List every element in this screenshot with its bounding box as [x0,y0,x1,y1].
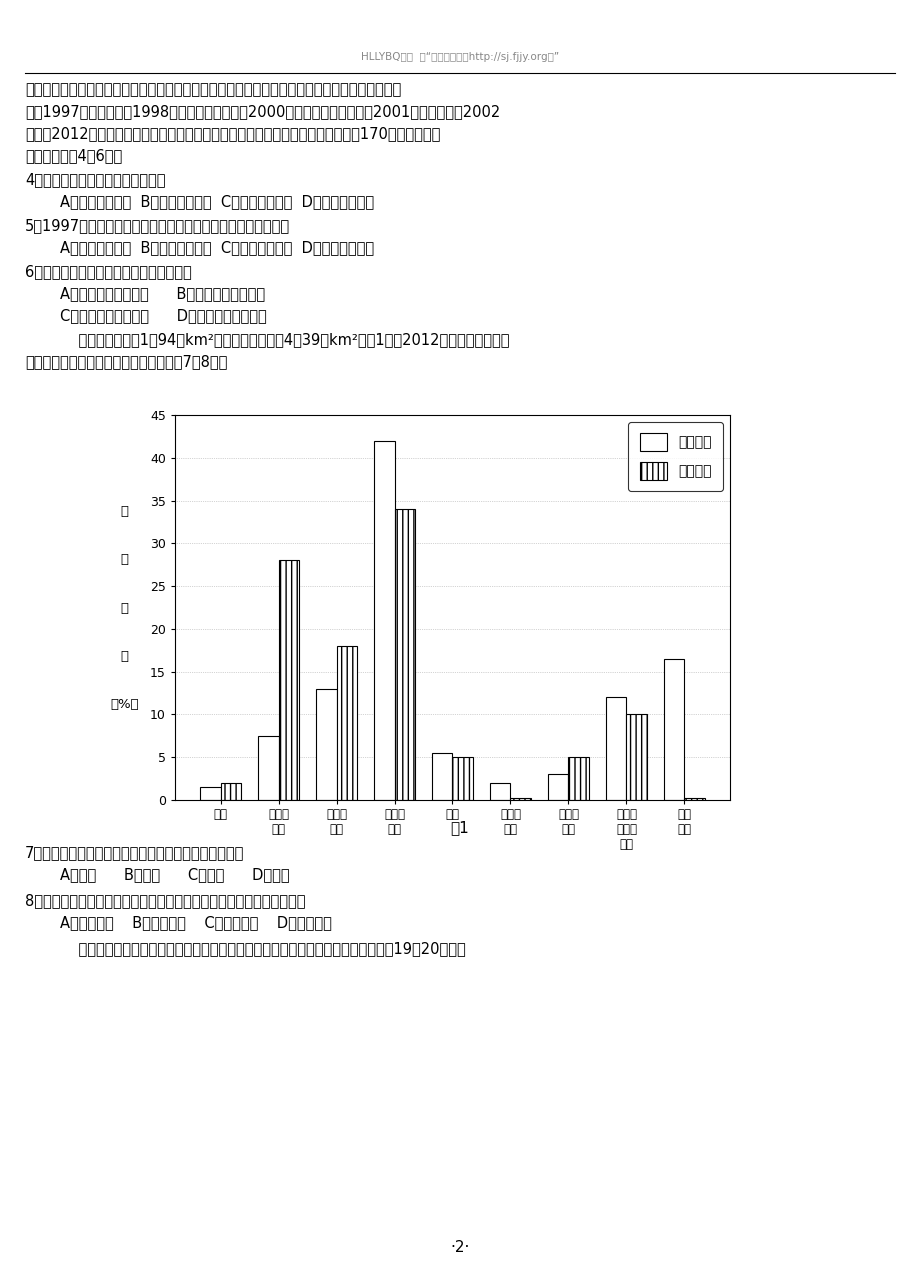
Bar [432,753,452,800]
Bar [684,799,704,800]
Bar [606,697,626,800]
Text: HLLYBQ整理  供“高中试卷网（http://sj.fjjy.org）”: HLLYBQ整理 供“高中试卷网（http://sj.fjjy.org）” [360,52,559,62]
Bar [278,561,299,800]
Text: 5．1997年，华为对外投资时不优先选择美国的原因主要是美国: 5．1997年，华为对外投资时不优先选择美国的原因主要是美国 [25,218,289,233]
Bar [452,757,472,800]
Text: 重: 重 [120,650,129,662]
Text: C．增加当地就业机会      D．降低环境人口容量: C．增加当地就业机会 D．降低环境人口容量 [60,308,267,324]
Text: A．纬度较高    B．降水较少    C．坡度较大    D．海拔较低: A．纬度较高 B．降水较少 C．坡度较大 D．海拔较低 [60,915,332,930]
Bar [374,441,394,800]
Bar [626,715,646,800]
Bar [336,646,357,800]
Text: 积: 积 [120,553,129,566]
Text: 6．华为在非洲建立子公司对当地的影响有: 6．华为在非洲建立子公司对当地的影响有 [25,264,191,279]
Text: 7．长江源区与黄河源区面积相差最大的土地覆被类型是: 7．长江源区与黄河源区面积相差最大的土地覆被类型是 [25,845,244,860]
Text: A．加剧资源供求矛盾      B．制约本土企业发展: A．加剧资源供求矛盾 B．制约本土企业发展 [60,285,265,301]
Text: 年）。2012年初，华为成为全球最大的电信设备制造商；目前其产品与服务已覆盖170多个国家和地: 年）。2012年初，华为成为全球最大的电信设备制造商；目前其产品与服务已覆盖17… [25,126,440,141]
Text: A．优惠政策较少  B．技术水平较高  C．远离原料产地  D．电信设施完善: A．优惠政策较少 B．技术水平较高 C．远离原料产地 D．电信设施完善 [60,240,374,255]
Text: 4．华为确立对外投资战略的目的是: 4．华为确立对外投资战略的目的是 [25,172,165,187]
Bar [316,689,336,800]
Text: 西（1997年）、印度（1998年）、中东和非洲（2000年）、东南亚和欧洲（2001年）、美国（2002: 西（1997年）、印度（1998年）、中东和非洲（2000年）、东南亚和欧洲（2… [25,104,500,118]
Text: （%）: （%） [110,698,139,711]
Bar [510,799,530,800]
Text: ·2·: ·2· [449,1240,470,1255]
Text: 棕地是指废弃或半废弃的前工业和商业用地与设施。德国东北部的卢萨蒂亚地区，19～20世纪采: 棕地是指废弃或半废弃的前工业和商业用地与设施。德国东北部的卢萨蒂亚地区，19～2… [60,941,465,956]
Text: 面: 面 [120,505,129,517]
Text: 图1: 图1 [450,820,469,834]
Bar [200,787,221,800]
Text: 8．与长江源区相比，黄河源区缺失永久住冰雪和高寒荒漠的原因主要是: 8．与长江源区相比，黄河源区缺失永久住冰雪和高寒荒漠的原因主要是 [25,893,305,908]
Text: 长江源区面积億1．94万km²，黄河源区面积億4．39万km²。图1示意2012年长江源区与黄河: 长江源区面积億1．94万km²，黄河源区面积億4．39万km²。图1示意2012… [60,333,509,347]
Bar [548,775,568,800]
Bar [664,659,684,800]
Bar [394,510,414,800]
Bar [221,784,241,800]
Text: 设备行业龙头。为谋求进一步发展，华为确立对外投资战略，在海外建立合资或独资的子公司：巴: 设备行业龙头。为谋求进一步发展，华为确立对外投资战略，在海外建立合资或独资的子公… [25,82,401,97]
Bar [258,736,278,800]
Bar [568,757,588,800]
Text: 区。据此完成4～6题。: 区。据此完成4～6题。 [25,148,122,163]
Text: A．草地      B．灌丛      C．湿地      D．沙地: A．草地 B．灌丛 C．湿地 D．沙地 [60,868,289,882]
Text: 比: 比 [120,601,129,614]
Text: 源区土地覆被类型的面积比重。读图完成7～8题。: 源区土地覆被类型的面积比重。读图完成7～8题。 [25,354,227,369]
Legend: 长江源区, 黄河源区: 长江源区, 黄河源区 [628,422,722,490]
Bar [490,784,510,800]
Text: A．降低生产成本  B．发挥品牌效应  C．提高产品质量  D．拓展国际市场: A．降低生产成本 B．发挥品牌效应 C．提高产品质量 D．拓展国际市场 [60,194,374,209]
